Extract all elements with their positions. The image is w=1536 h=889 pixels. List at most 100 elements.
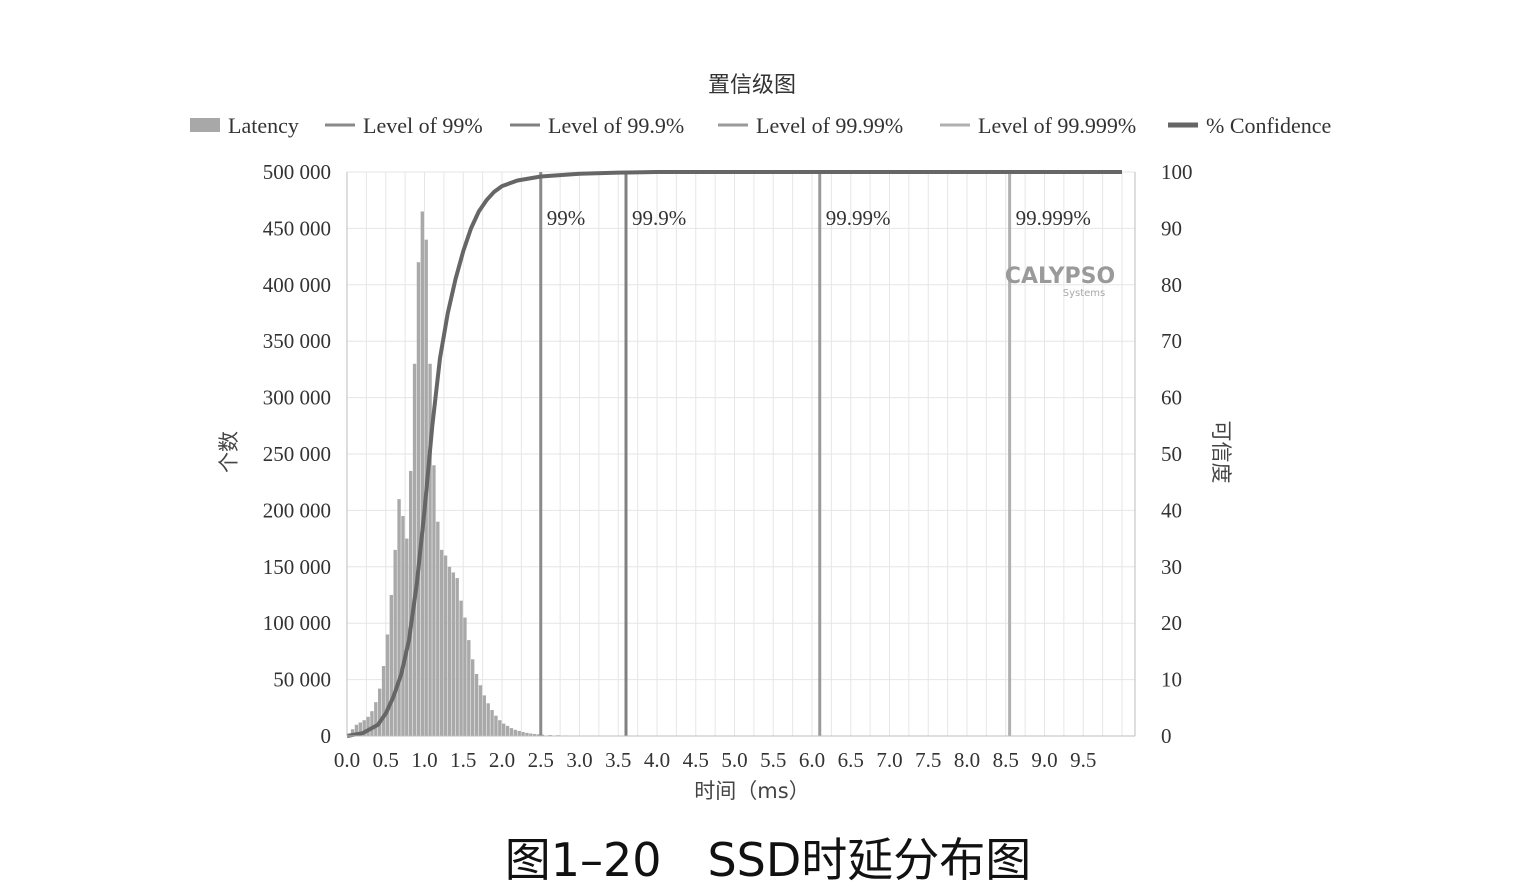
x-tick-label: 3.5: [605, 748, 631, 772]
latency-bar: [502, 723, 506, 736]
y-right-tick-label: 70: [1161, 329, 1182, 353]
y-left-tick-label: 250 000: [263, 442, 331, 466]
y-left-tick-label: 350 000: [263, 329, 331, 353]
y-right-axis-title: 可信度: [1209, 421, 1233, 484]
latency-bar: [366, 716, 370, 736]
y-right-tick-label: 90: [1161, 216, 1182, 240]
latency-bar: [494, 715, 498, 736]
legend-label: % Confidence: [1206, 113, 1331, 138]
y-left-tick-label: 450 000: [263, 216, 331, 240]
latency-bar: [478, 685, 483, 736]
chart-title: 置信级图: [708, 73, 796, 98]
x-tick-label: 8.5: [993, 748, 1019, 772]
latency-bar: [432, 465, 436, 736]
latency-bar: [420, 211, 424, 737]
latency-bar: [455, 578, 459, 736]
legend-label: Level of 99.999%: [978, 113, 1136, 138]
latency-bar: [474, 673, 479, 736]
latency-bar: [486, 703, 490, 736]
latency-bar: [548, 734, 552, 736]
x-tick-label: 0.5: [373, 748, 399, 772]
y-right-tick-label: 80: [1161, 273, 1182, 297]
latency-bar: [378, 688, 382, 736]
x-tick-label: 6.5: [838, 748, 864, 772]
latency-bar: [451, 572, 455, 736]
latency-bar: [409, 470, 413, 736]
y-right-tick-label: 100: [1161, 160, 1193, 184]
latency-bar: [443, 555, 448, 736]
confidence-curve: [346, 170, 1122, 738]
latency-bar: [381, 666, 386, 736]
grid: [346, 171, 1135, 737]
legend-label: Level of 99%: [363, 113, 483, 138]
x-tick-label: 0.0: [334, 748, 360, 772]
x-axis-title: 时间（ms）: [694, 779, 809, 803]
latency-bar: [374, 702, 378, 736]
latency-bar: [416, 262, 421, 736]
latency-bar: [436, 521, 440, 736]
legend: Latency Level of 99% Level of 99.9% Level o…: [190, 113, 1331, 138]
y-left-tick-label: 500 000: [263, 160, 331, 184]
latency-bar: [393, 549, 397, 736]
latency-bar: [467, 640, 471, 736]
x-tick-label: 1.0: [411, 748, 437, 772]
level-label-4: 99.999%: [1016, 206, 1091, 230]
latency-bar: [350, 729, 355, 736]
latency-bar: [397, 499, 401, 736]
latency-bar: [536, 734, 541, 736]
legend-label: Latency: [228, 113, 299, 138]
latency-bar: [385, 634, 390, 736]
x-tick-label: 2.5: [528, 748, 554, 772]
x-tick-label: 6.0: [799, 748, 825, 772]
x-tick-label: 8.0: [954, 748, 980, 772]
brand-sub: Systems: [1063, 288, 1106, 299]
latency-bar: [498, 720, 502, 736]
latency-bar: [529, 733, 533, 736]
latency-bar: [370, 711, 374, 736]
y-left-tick-label: 0: [321, 724, 332, 748]
x-tick-label: 5.5: [760, 748, 786, 772]
x-tick-label: 7.5: [915, 748, 941, 772]
latency-bar: [463, 617, 467, 736]
x-tick-label: 1.5: [450, 748, 476, 772]
latency-bar: [505, 725, 510, 736]
level-lines: 99% 99.9% 99.99% 99.999%: [539, 172, 1091, 736]
x-tick-label: 9.5: [1070, 748, 1096, 772]
latency-bar: [401, 516, 405, 736]
axes: [346, 172, 1136, 737]
latency-bar: [490, 710, 494, 736]
legend-swatch-latency: [190, 118, 220, 132]
y-left-axis-title: 个数: [217, 431, 241, 473]
y-right-tick-label: 20: [1161, 611, 1182, 635]
latency-bar: [509, 728, 514, 736]
legend-label: Level of 99.99%: [756, 113, 903, 138]
latency-bar: [517, 730, 521, 736]
y-right-tick-label: 10: [1161, 668, 1182, 692]
x-tick-label: 5.0: [721, 748, 747, 772]
y-left-tick-label: 400 000: [263, 273, 331, 297]
latency-bar: [358, 722, 362, 736]
latency-bar: [354, 724, 359, 736]
latency-bars: [347, 211, 661, 737]
latency-bar: [521, 732, 525, 736]
y-left-tick-label: 50 000: [273, 668, 331, 692]
y-right-tick-label: 40: [1161, 498, 1182, 522]
latency-bar: [405, 538, 409, 736]
x-tick-label: 2.0: [489, 748, 515, 772]
level-label-2: 99.9%: [632, 206, 686, 230]
x-tick-label: 4.5: [683, 748, 709, 772]
latency-bar: [459, 600, 463, 736]
legend-label: Level of 99.9%: [548, 113, 684, 138]
y-left-tick-label: 300 000: [263, 386, 331, 410]
latency-bar: [525, 732, 529, 736]
y-right-tick-label: 0: [1161, 724, 1172, 748]
confidence-curve-group: [346, 170, 1122, 738]
latency-bar: [447, 566, 452, 736]
latency-bar: [412, 363, 417, 736]
latency-bar: [482, 695, 486, 736]
y-right-tick-label: 30: [1161, 555, 1182, 579]
y-right-tick-label: 60: [1161, 386, 1182, 410]
latency-bar: [513, 729, 517, 736]
